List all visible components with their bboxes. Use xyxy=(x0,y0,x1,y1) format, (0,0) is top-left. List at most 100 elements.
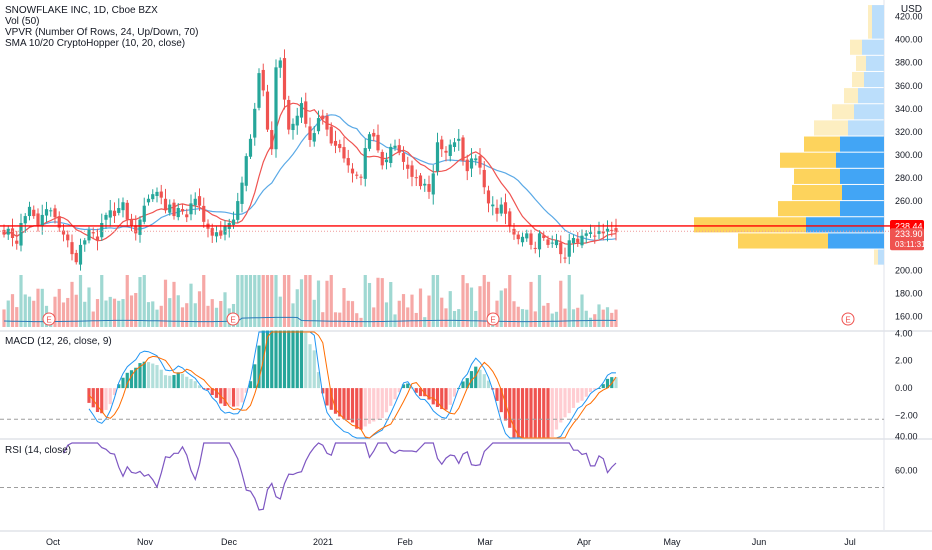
volume-legend[interactable]: Vol (50) xyxy=(5,16,40,27)
candle-body xyxy=(163,198,168,211)
volume-bar xyxy=(15,307,19,327)
volume-bar xyxy=(316,280,321,327)
volume-bar xyxy=(584,310,588,327)
volume-bar xyxy=(261,275,265,327)
volume-bar xyxy=(533,311,537,327)
volume-bar xyxy=(214,307,219,327)
sma-legend[interactable]: SMA 10/20 CryptoHopper (10, 20, close) xyxy=(5,38,186,49)
volume-bar xyxy=(159,305,163,327)
volume-bar xyxy=(614,309,618,327)
volume-bar xyxy=(440,297,444,327)
candle-body xyxy=(253,108,257,138)
earnings-label: E xyxy=(46,316,51,325)
macd-histogram-bar xyxy=(550,388,554,438)
candle-body xyxy=(61,230,66,235)
macd-histogram-bar xyxy=(384,388,389,413)
candle-body xyxy=(265,91,270,130)
macd-histogram-bar xyxy=(499,388,503,413)
candle-body xyxy=(15,240,19,244)
volume-bar xyxy=(282,275,287,327)
candle-body xyxy=(197,196,202,206)
macd-histogram-bar xyxy=(163,375,168,389)
candle-body xyxy=(435,142,440,172)
volume-bar xyxy=(329,275,333,327)
macd-histogram-bar xyxy=(393,388,397,400)
macd-histogram-bar xyxy=(257,345,261,389)
bar-countdown: 03:11:31 xyxy=(895,240,926,249)
volume-bar xyxy=(520,309,525,327)
candle-body xyxy=(431,173,435,195)
vpvr-up-bar xyxy=(854,104,884,120)
volume-bar xyxy=(389,282,393,327)
volume-bar xyxy=(202,275,206,327)
volume-bar xyxy=(580,294,584,327)
volume-bar xyxy=(189,283,193,327)
macd-axis-tick: 0.00 xyxy=(895,383,913,393)
symbol-title[interactable]: SNOWFLAKE INC, 1D, Cboe BZX xyxy=(5,5,158,16)
rsi-legend[interactable]: RSI (14, close) xyxy=(5,445,72,456)
macd-histogram-bar xyxy=(312,350,316,389)
macd-histogram-bar xyxy=(563,388,567,418)
candle-body xyxy=(83,240,87,245)
candle-body xyxy=(219,230,223,236)
candle-body xyxy=(499,204,503,214)
time-axis-tick: Oct xyxy=(46,537,61,547)
vpvr-up-bar xyxy=(828,233,884,249)
macd-histogram-bar xyxy=(282,330,287,389)
candle-body xyxy=(363,148,367,179)
volume-bar xyxy=(163,279,168,327)
candle-body xyxy=(270,130,274,150)
macd-histogram-bar xyxy=(367,388,372,424)
volume-bar xyxy=(397,300,401,327)
volume-bar xyxy=(372,307,376,327)
macd-histogram-bar xyxy=(401,384,406,389)
macd-legend[interactable]: MACD (12, 26, close, 9) xyxy=(5,336,112,347)
candle-body xyxy=(482,169,486,188)
macd-histogram-bar xyxy=(146,362,151,389)
candle-body xyxy=(406,164,410,169)
candle-body xyxy=(104,214,108,220)
volume-bar xyxy=(355,313,359,327)
candle-body xyxy=(53,208,57,218)
candle-body xyxy=(287,99,291,130)
macd-histogram-bar xyxy=(244,388,248,393)
candle-body xyxy=(66,234,70,241)
volume-bar xyxy=(53,296,57,327)
macd-histogram-bar xyxy=(176,372,180,389)
macd-histogram-bar xyxy=(444,388,448,410)
macd-histogram-bar xyxy=(295,330,299,389)
volume-bar xyxy=(257,275,261,327)
candle-body xyxy=(516,234,520,240)
volume-bar xyxy=(19,275,23,327)
volume-bar xyxy=(469,287,474,327)
candle-body xyxy=(474,158,478,161)
macd-histogram-bar xyxy=(571,388,576,408)
time-axis-tick: Apr xyxy=(577,537,591,547)
candle-body xyxy=(291,123,295,131)
volume-bar xyxy=(100,275,104,327)
candle-body xyxy=(554,240,559,246)
macd-histogram-bar xyxy=(512,388,516,438)
vpvr-up-bar xyxy=(864,71,884,88)
volume-bar xyxy=(478,286,482,327)
volume-bar xyxy=(308,275,312,327)
candle-body xyxy=(236,201,240,220)
volume-bar xyxy=(57,288,61,327)
macd-histogram-bar xyxy=(159,369,163,389)
macd-histogram-bar xyxy=(355,388,359,429)
candle-body xyxy=(308,126,312,140)
candle-body xyxy=(359,176,363,178)
macd-histogram-bar xyxy=(593,388,597,390)
candle-body xyxy=(295,115,299,126)
price-axis-tick: 280.00 xyxy=(895,173,923,183)
volume-ma-line xyxy=(3,316,617,323)
macd-histogram-bar xyxy=(197,385,202,389)
macd-histogram-bar xyxy=(448,388,452,405)
candle-body xyxy=(542,235,546,238)
candle-body xyxy=(70,242,74,255)
macd-histogram-bar xyxy=(193,381,197,389)
macd-histogram-bar xyxy=(461,381,465,389)
vpvr-legend[interactable]: VPVR (Number Of Rows, 24, Up/Down, 70) xyxy=(5,27,199,38)
volume-bar xyxy=(516,306,520,327)
